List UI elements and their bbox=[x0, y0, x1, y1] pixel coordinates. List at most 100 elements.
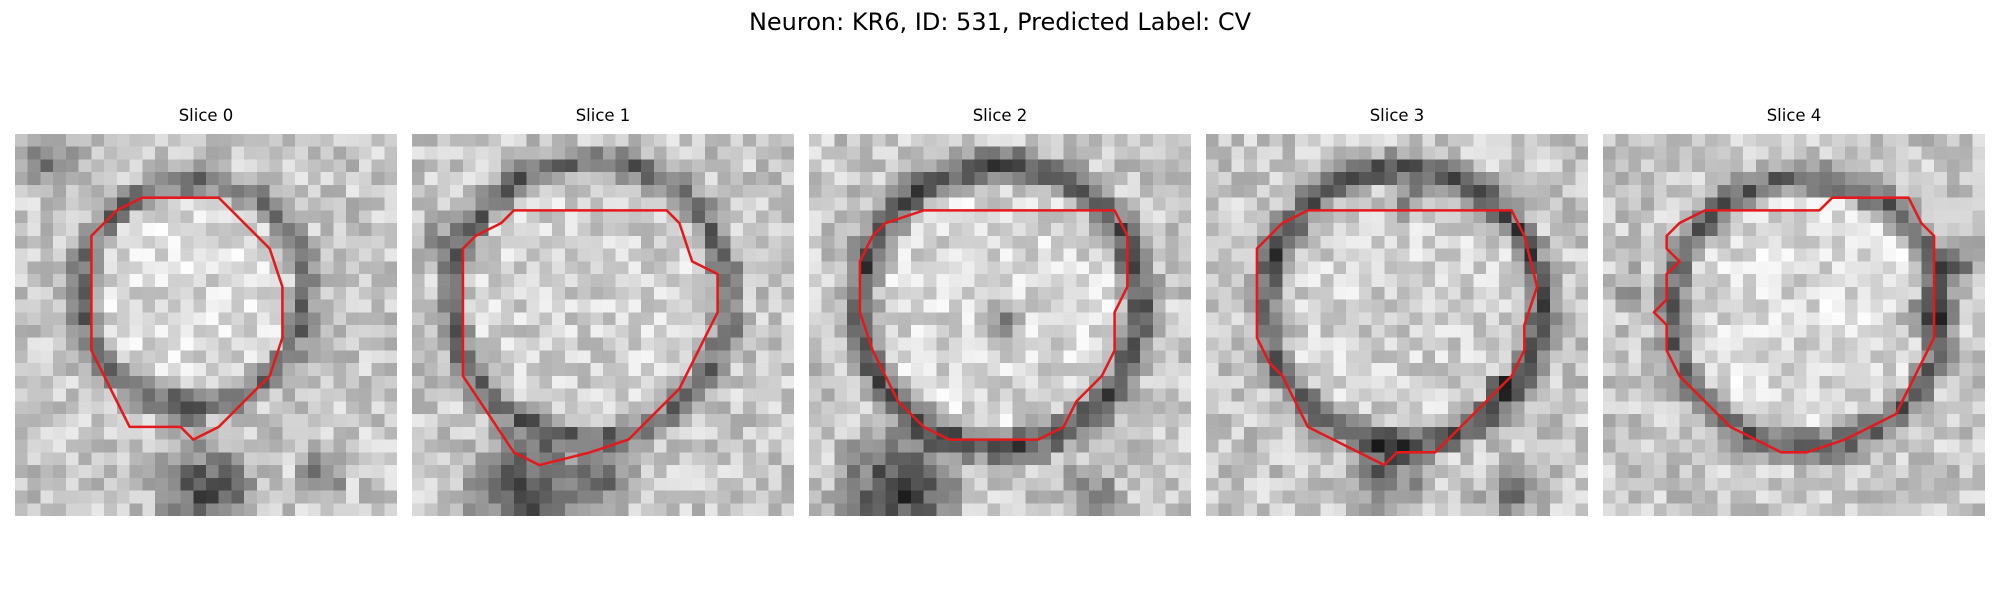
image-pixel bbox=[923, 312, 937, 326]
image-pixel bbox=[743, 503, 757, 516]
image-pixel bbox=[91, 172, 105, 186]
image-pixel bbox=[1447, 350, 1461, 364]
image-pixel bbox=[768, 477, 782, 491]
image-pixel bbox=[167, 426, 181, 440]
image-pixel bbox=[1231, 312, 1245, 326]
image-pixel bbox=[961, 388, 975, 402]
image-pixel bbox=[501, 477, 515, 491]
image-pixel bbox=[167, 490, 181, 504]
image-pixel bbox=[295, 503, 309, 516]
image-pixel bbox=[1549, 325, 1563, 338]
image-pixel bbox=[1384, 325, 1398, 338]
image-pixel bbox=[1358, 401, 1372, 415]
image-pixel bbox=[1972, 375, 1985, 389]
image-pixel bbox=[1256, 172, 1270, 186]
image-pixel bbox=[526, 337, 540, 351]
image-pixel bbox=[885, 414, 899, 428]
image-pixel bbox=[1844, 350, 1858, 364]
image-pixel bbox=[1231, 439, 1245, 453]
image-pixel bbox=[1000, 401, 1013, 415]
image-pixel bbox=[1063, 210, 1077, 224]
image-pixel bbox=[218, 159, 232, 173]
image-pixel bbox=[1127, 477, 1141, 491]
image-pixel bbox=[1218, 401, 1232, 415]
image-pixel bbox=[1152, 159, 1166, 173]
image-pixel bbox=[1781, 286, 1795, 300]
image-pixel bbox=[1832, 210, 1846, 224]
image-pixel bbox=[1768, 146, 1782, 160]
image-pixel bbox=[116, 274, 130, 288]
image-pixel bbox=[1025, 274, 1039, 288]
image-pixel bbox=[1025, 439, 1039, 453]
image-pixel bbox=[1755, 401, 1769, 415]
image-pixel bbox=[1165, 299, 1179, 313]
image-pixel bbox=[834, 172, 848, 186]
image-pixel bbox=[743, 325, 757, 338]
image-pixel bbox=[1781, 414, 1795, 428]
image-pixel bbox=[730, 426, 744, 440]
image-pixel bbox=[1870, 184, 1884, 198]
image-pixel bbox=[1972, 286, 1985, 300]
image-pixel bbox=[462, 248, 476, 262]
image-pixel bbox=[1562, 274, 1576, 288]
image-pixel bbox=[1012, 312, 1026, 326]
image-pixel bbox=[53, 159, 67, 173]
image-pixel bbox=[1666, 477, 1680, 491]
image-pixel bbox=[1460, 223, 1474, 237]
image-pixel bbox=[116, 210, 130, 224]
image-pixel bbox=[244, 325, 258, 338]
image-pixel bbox=[1628, 248, 1642, 262]
image-pixel bbox=[1101, 401, 1115, 415]
image-pixel bbox=[1473, 146, 1487, 160]
image-pixel bbox=[1435, 261, 1449, 275]
image-pixel bbox=[1562, 465, 1576, 479]
image-pixel bbox=[65, 325, 79, 338]
image-pixel bbox=[1256, 159, 1270, 173]
image-pixel bbox=[1076, 134, 1090, 147]
image-pixel bbox=[1768, 223, 1782, 237]
image-pixel bbox=[231, 325, 245, 338]
image-pixel bbox=[1460, 159, 1474, 173]
image-pixel bbox=[743, 146, 757, 160]
image-pixel bbox=[1346, 465, 1360, 479]
image-pixel bbox=[872, 325, 886, 338]
image-pixel bbox=[1895, 274, 1909, 288]
image-pixel bbox=[1101, 235, 1115, 249]
image-pixel bbox=[27, 401, 41, 415]
image-pixel bbox=[1883, 210, 1897, 224]
image-pixel bbox=[717, 146, 731, 160]
image-pixel bbox=[834, 286, 848, 300]
image-pixel bbox=[256, 414, 270, 428]
image-pixel bbox=[1844, 337, 1858, 351]
image-pixel bbox=[1460, 184, 1474, 198]
image-pixel bbox=[129, 235, 143, 249]
image-pixel bbox=[1231, 210, 1245, 224]
image-pixel bbox=[526, 375, 540, 389]
image-pixel bbox=[1307, 375, 1321, 389]
image-pixel bbox=[371, 146, 385, 160]
image-pixel bbox=[1140, 210, 1154, 224]
image-pixel bbox=[244, 337, 258, 351]
image-pixel bbox=[1819, 490, 1833, 504]
image-pixel bbox=[269, 477, 283, 491]
image-pixel bbox=[859, 477, 873, 491]
image-pixel bbox=[755, 261, 769, 275]
image-pixel bbox=[269, 414, 283, 428]
image-pixel bbox=[1755, 477, 1769, 491]
image-pixel bbox=[1000, 184, 1013, 198]
image-pixel bbox=[1537, 261, 1551, 275]
image-pixel bbox=[539, 312, 553, 326]
image-pixel bbox=[1575, 375, 1588, 389]
image-pixel bbox=[1063, 172, 1077, 186]
image-pixel bbox=[1397, 503, 1410, 516]
image-pixel bbox=[1934, 503, 1948, 516]
image-pixel bbox=[1653, 184, 1667, 198]
image-pixel bbox=[155, 146, 169, 160]
image-pixel bbox=[1127, 286, 1141, 300]
image-pixel bbox=[1256, 439, 1270, 453]
image-pixel bbox=[244, 375, 258, 389]
image-pixel bbox=[1063, 426, 1077, 440]
image-pixel bbox=[743, 274, 757, 288]
image-pixel bbox=[809, 146, 822, 160]
image-pixel bbox=[641, 172, 655, 186]
